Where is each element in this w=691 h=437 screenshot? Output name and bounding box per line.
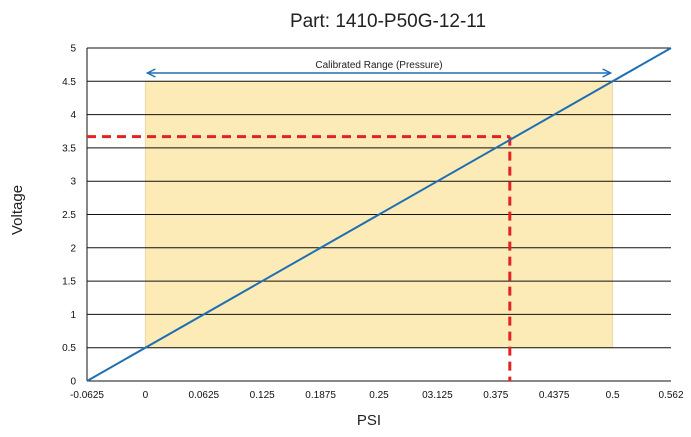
chart-title: Part: 1410-P50G-12-11 [290, 11, 486, 32]
x-tick-label: 0 [143, 390, 149, 401]
y-tick-label: 4.5 [62, 77, 76, 88]
y-tick-label: 1.5 [62, 277, 76, 288]
x-tick-label: 0.5 [606, 390, 620, 401]
x-tick-label: 0.25 [369, 390, 389, 401]
x-axis-label: PSI [357, 412, 381, 429]
series-line [86, 47, 672, 382]
x-tick-label: 0.4375 [539, 390, 570, 401]
x-tick-label: 0.1875 [305, 390, 336, 401]
y-tick-label: 1 [70, 310, 76, 321]
x-tick-label: 0.562 [658, 390, 683, 401]
calibrated-range-label: Calibrated Range (Pressure) [315, 60, 442, 71]
y-tick-label: 5 [70, 44, 76, 55]
x-tick-label: 03.125 [422, 390, 453, 401]
y-tick-label: 4 [70, 110, 76, 121]
y-tick-label: 3.5 [62, 143, 76, 154]
y-tick-label: 3 [70, 177, 76, 188]
x-tick-label: 0.125 [250, 390, 275, 401]
range-arrow-left-head [145, 68, 156, 78]
x-tick-label: 0.0625 [189, 390, 220, 401]
y-tick-label: 0.5 [62, 343, 76, 354]
x-tick-label: -0.0625 [70, 390, 104, 401]
y-axis-label: Voltage [9, 185, 26, 235]
y-tick-label: 2 [70, 243, 76, 254]
y-tick-label: 0 [70, 377, 76, 388]
x-tick-label: 0.375 [483, 390, 508, 401]
range-arrow-right-head [602, 68, 613, 78]
y-tick-label: 2.5 [62, 210, 76, 221]
